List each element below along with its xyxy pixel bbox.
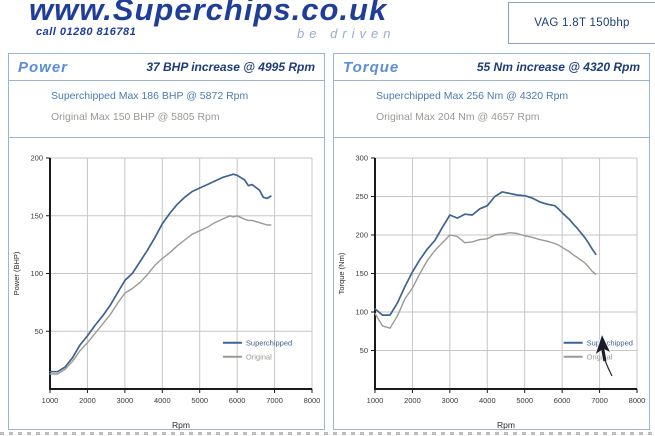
grid-lines: [375, 157, 638, 389]
svg-text:150: 150: [355, 269, 368, 278]
x-axis-label: Rpm: [172, 420, 190, 430]
power-stat-superchipped: Superchipped Max 186 BHP @ 5872 Rpm: [51, 90, 249, 102]
series-superchipped-line: [49, 173, 272, 373]
svg-text:6000: 6000: [229, 396, 246, 405]
torque-stat-original: Original Max 204 Nm @ 4657 Rpm: [376, 111, 540, 123]
power-increase-text: 37 BHP increase @ 4995 Rpm: [146, 60, 315, 74]
svg-text:7000: 7000: [266, 396, 283, 405]
svg-text:50: 50: [35, 327, 43, 336]
x-axis-label: Rpm: [497, 420, 515, 430]
power-stat-original: Original Max 150 BHP @ 5805 Rpm: [51, 111, 220, 123]
superchips-logo: www.Superchips.co.uk: [29, 0, 388, 27]
svg-text:5000: 5000: [191, 396, 208, 405]
vehicle-box: VAG 1.8T 150bhp: [508, 2, 655, 44]
be-driven-tagline: be driven: [297, 26, 396, 41]
mouse-cursor-icon: [594, 334, 613, 377]
torque-panel: Torque 55 Nm increase @ 4320 Rpm Superch…: [333, 53, 650, 430]
axes: 1000 2000 3000 4000 5000 6000 7000 8000 50 100 150…: [355, 154, 645, 406]
y-axis-label: Torque (Nm): [337, 252, 346, 294]
power-panel-header: Power 37 BHP increase @ 4995 Rpm: [9, 54, 324, 81]
phone-number: call 01280 816781: [36, 26, 137, 38]
series-superchipped-line: [374, 191, 597, 316]
legend-label-original: Original: [246, 352, 272, 361]
svg-text:4000: 4000: [479, 396, 496, 405]
page-bottom-dotted-strip: [0, 432, 655, 435]
power-stats: Superchipped Max 186 BHP @ 5872 Rpm Orig…: [9, 81, 324, 138]
power-chart-svg: 1000 2000 3000 4000 5000 6000 7000 8000 50 100 150…: [12, 154, 320, 431]
svg-text:250: 250: [355, 192, 368, 201]
legend-label-superchipped: Superchipped: [587, 338, 633, 347]
torque-panel-header: Torque 55 Nm increase @ 4320 Rpm: [334, 54, 649, 81]
torque-stats: Superchipped Max 256 Nm @ 4320 Rpm Origi…: [334, 81, 649, 138]
legend-label-original: Original: [587, 352, 613, 361]
legend: Superchipped Original: [222, 338, 292, 361]
legend: Superchipped Original: [563, 338, 633, 361]
svg-text:4000: 4000: [154, 396, 171, 405]
svg-text:1000: 1000: [42, 396, 59, 405]
y-axis-label: Power (BHP): [12, 251, 21, 295]
torque-stat-superchipped: Superchipped Max 256 Nm @ 4320 Rpm: [376, 90, 569, 102]
svg-text:1000: 1000: [367, 396, 384, 405]
svg-text:7000: 7000: [591, 396, 608, 405]
svg-text:100: 100: [355, 308, 368, 317]
svg-text:200: 200: [355, 231, 368, 240]
series-original-line: [374, 231, 597, 329]
legend-label-superchipped: Superchipped: [246, 338, 292, 347]
svg-text:8000: 8000: [304, 396, 321, 405]
grid-lines: [50, 157, 313, 389]
torque-increase-text: 55 Nm increase @ 4320 Rpm: [476, 60, 640, 74]
svg-text:200: 200: [30, 154, 43, 163]
power-panel: Power 37 BHP increase @ 4995 Rpm Superch…: [8, 53, 325, 430]
svg-text:2000: 2000: [79, 396, 96, 405]
svg-text:50: 50: [360, 346, 368, 355]
series-original-line: [49, 215, 272, 375]
torque-chart: 1000 2000 3000 4000 5000 6000 7000 8000 50 100 150…: [334, 138, 649, 436]
power-chart: 1000 2000 3000 4000 5000 6000 7000 8000 50 100 150…: [9, 138, 324, 436]
svg-text:150: 150: [30, 211, 43, 220]
svg-text:2000: 2000: [404, 396, 421, 405]
svg-text:300: 300: [355, 154, 368, 163]
vehicle-label: VAG 1.8T 150bhp: [534, 17, 630, 29]
svg-text:3000: 3000: [442, 396, 459, 405]
torque-chart-svg: 1000 2000 3000 4000 5000 6000 7000 8000 50 100 150…: [337, 154, 645, 431]
power-title: Power: [18, 58, 69, 76]
torque-title: Torque: [343, 58, 400, 76]
axes: 1000 2000 3000 4000 5000 6000 7000 8000 50 100 150…: [30, 154, 320, 406]
svg-text:100: 100: [30, 269, 43, 278]
svg-text:5000: 5000: [516, 396, 533, 405]
svg-text:8000: 8000: [629, 396, 646, 405]
svg-text:6000: 6000: [554, 396, 571, 405]
svg-text:3000: 3000: [117, 396, 134, 405]
